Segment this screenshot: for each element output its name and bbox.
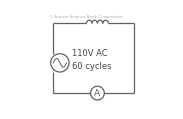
Text: 110V AC
60 cycles: 110V AC 60 cycles <box>72 49 111 71</box>
Text: A: A <box>94 89 100 98</box>
Text: © Aucoin Science Book Corporation: © Aucoin Science Book Corporation <box>49 15 122 19</box>
Circle shape <box>51 54 69 72</box>
Circle shape <box>91 86 104 100</box>
